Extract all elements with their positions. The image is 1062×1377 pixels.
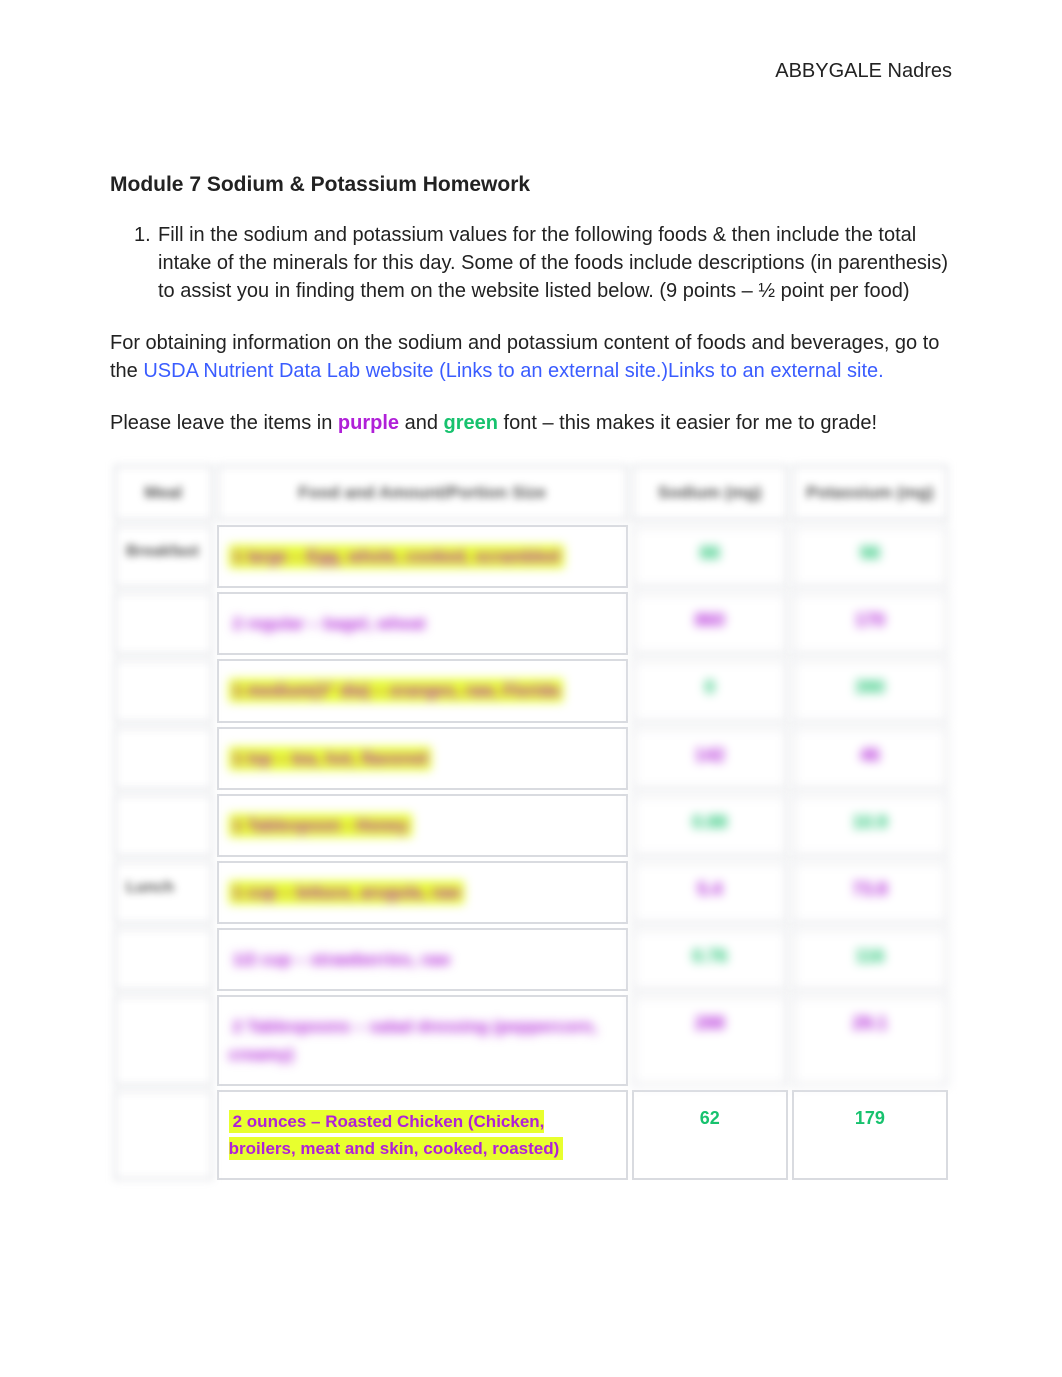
sodium-value: 0.88 — [632, 794, 788, 857]
table-row: 1 tsp – tea, hot, flavored 14246 — [114, 727, 948, 790]
sodium-value: 142 — [632, 727, 788, 790]
food-cell: 1 large – Egg, whole, cooked, scrambled — [217, 525, 628, 588]
grading-mid: and — [399, 412, 443, 434]
nutrient-table: MealFood and Amount/Portion SizeSodium (… — [110, 461, 952, 1184]
student-name: ABBYGALE Nadres — [110, 60, 952, 83]
grading-pre: Please leave the items in — [110, 412, 338, 434]
page-container: ABBYGALE Nadres Module 7 Sodium & Potass… — [0, 0, 1062, 1224]
food-text: 1/2 cup – strawberries, raw — [229, 948, 454, 971]
sodium-value: 62 — [632, 1090, 788, 1180]
potassium-value: 98 — [792, 525, 948, 588]
meal-cell — [114, 995, 213, 1085]
table-row: 2 ounces – Roasted Chicken (Chicken, bro… — [114, 1090, 948, 1180]
potassium-value: 10.9 — [792, 794, 948, 857]
meal-cell — [114, 1090, 213, 1180]
food-cell: 2 ounces – Roasted Chicken (Chicken, bro… — [217, 1090, 628, 1180]
food-text: 1 Tablespoon - Honey — [229, 814, 412, 837]
table-row: 1 medium(3" dia) – oranges, raw, Florida… — [114, 659, 948, 722]
source-paragraph: For obtaining information on the sodium … — [110, 329, 952, 385]
assignment-title: Module 7 Sodium & Potassium Homework — [110, 173, 952, 197]
meal-cell — [114, 928, 213, 991]
meal-cell — [114, 592, 213, 655]
sodium-value: 0.76 — [632, 928, 788, 991]
food-text: 1 tsp – tea, hot, flavored — [229, 747, 432, 770]
table-row: Breakfast 1 large – Egg, whole, cooked, s… — [114, 525, 948, 588]
column-header: Sodium (mg) — [632, 465, 788, 521]
grading-post: font – this makes it easier for me to gr… — [498, 412, 877, 434]
food-text: 2 ounces – Roasted Chicken (Chicken, bro… — [229, 1110, 564, 1160]
food-cell: 1 medium(3" dia) – oranges, raw, Florida — [217, 659, 628, 722]
instruction-block: 1. Fill in the sodium and potassium valu… — [110, 221, 952, 305]
food-cell: 1 Tablespoon - Honey — [217, 794, 628, 857]
sodium-value: 88 — [632, 525, 788, 588]
potassium-value: 46 — [792, 727, 948, 790]
meal-cell: Lunch — [114, 861, 213, 924]
food-cell: 1 tsp – tea, hot, flavored — [217, 727, 628, 790]
potassium-value: 116 — [792, 928, 948, 991]
food-text: 2 regular – bagel, wheat — [229, 612, 430, 635]
food-text: 1 medium(3" dia) – oranges, raw, Florida — [229, 679, 564, 702]
grading-paragraph: Please leave the items in purple and gre… — [110, 409, 952, 437]
potassium-value: 179 — [792, 1090, 948, 1180]
sodium-value: 5.4 — [632, 861, 788, 924]
green-word: green — [444, 412, 498, 434]
potassium-value: 170 — [792, 592, 948, 655]
meal-cell — [114, 727, 213, 790]
meal-cell: Breakfast — [114, 525, 213, 588]
food-text: 1 large – Egg, whole, cooked, scrambled — [229, 545, 564, 568]
sodium-value: 860 — [632, 592, 788, 655]
column-header: Food and Amount/Portion Size — [217, 465, 628, 521]
column-header: Meal — [114, 465, 213, 521]
table-row: 1 Tablespoon - Honey 0.8810.9 — [114, 794, 948, 857]
meal-cell — [114, 794, 213, 857]
potassium-value: 73.8 — [792, 861, 948, 924]
sodium-value: 288 — [632, 995, 788, 1085]
meal-cell — [114, 659, 213, 722]
food-cell: 1/2 cup – strawberries, raw — [217, 928, 628, 991]
usda-link[interactable]: USDA Nutrient Data Lab website (Links to… — [143, 360, 883, 382]
food-cell: 1 cup – lettuce, arugula, raw — [217, 861, 628, 924]
food-text: 1 cup – lettuce, arugula, raw — [229, 881, 465, 904]
table-row: Lunch 1 cup – lettuce, arugula, raw 5.473.… — [114, 861, 948, 924]
purple-word: purple — [338, 412, 399, 434]
table-header-row: MealFood and Amount/Portion SizeSodium (… — [114, 465, 948, 521]
potassium-value: 390 — [792, 659, 948, 722]
table-row: 2 Tablespoons – salad dressing (pepperco… — [114, 995, 948, 1085]
food-cell: 2 Tablespoons – salad dressing (pepperco… — [217, 995, 628, 1085]
column-header: Potassium (mg) — [792, 465, 948, 521]
potassium-value: 29.1 — [792, 995, 948, 1085]
instruction-text: Fill in the sodium and potassium values … — [158, 221, 952, 305]
table-row: 2 regular – bagel, wheat 860170 — [114, 592, 948, 655]
food-cell: 2 regular – bagel, wheat — [217, 592, 628, 655]
table-row: 1/2 cup – strawberries, raw 0.76116 — [114, 928, 948, 991]
sodium-value: 0 — [632, 659, 788, 722]
food-text: 2 Tablespoons – salad dressing (pepperco… — [229, 1015, 597, 1065]
list-number: 1. — [110, 221, 158, 305]
